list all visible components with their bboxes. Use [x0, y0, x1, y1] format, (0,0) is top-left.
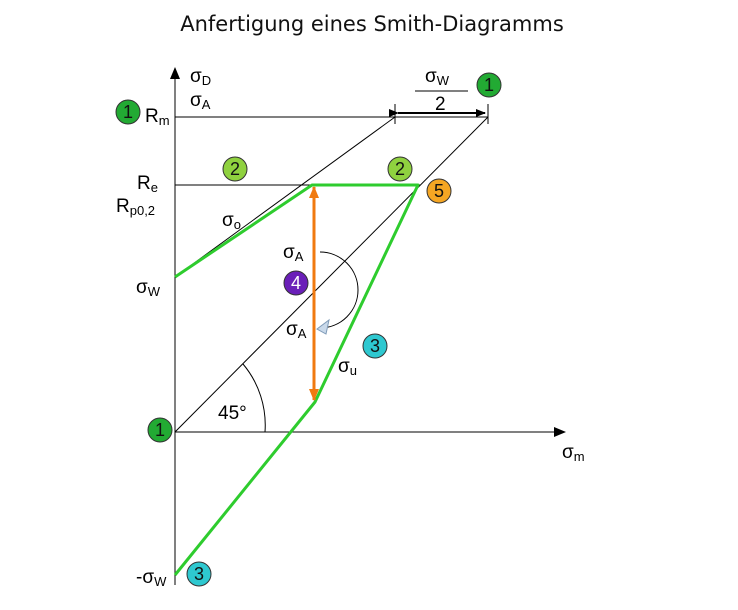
- x-axis-label: σm: [562, 442, 585, 464]
- bisector-45-line: [174, 116, 489, 433]
- angle-label: 45°: [218, 403, 247, 424]
- sigma-o-label: σo: [222, 210, 241, 232]
- marker-2-right: 2: [387, 156, 413, 182]
- marker-1-top: 1: [476, 72, 502, 98]
- svg-text:5: 5: [434, 181, 444, 201]
- marker-1-rm: 1: [115, 99, 141, 125]
- svg-text:1: 1: [123, 102, 133, 122]
- fraction-numerator: σW: [425, 66, 450, 88]
- rp02-label: Rp0,2: [116, 196, 155, 218]
- marker-4: 4: [283, 270, 309, 296]
- svg-text:1: 1: [155, 420, 165, 440]
- marker-1-origin: 1: [147, 417, 173, 443]
- rm-label: Rm: [145, 106, 170, 128]
- svg-text:3: 3: [370, 336, 380, 356]
- sigma-a-upper-label: σA: [283, 242, 304, 264]
- marker-3-right: 3: [362, 333, 388, 359]
- marker-3-bottom: 3: [186, 561, 212, 587]
- svg-text:4: 4: [291, 273, 301, 293]
- re-label: Re: [137, 173, 158, 195]
- fraction-denominator: 2: [435, 94, 446, 115]
- limit-curve: [173, 183, 420, 576]
- neg-sigma-w-label: -σW: [136, 567, 167, 589]
- rotation-arrow-icon: [316, 318, 330, 335]
- diagram-title: Anfertigung eines Smith-Diagramms: [180, 12, 564, 36]
- svg-text:1: 1: [484, 75, 494, 95]
- svg-text:3: 3: [194, 564, 204, 584]
- sigma-a-lower-label: σA: [286, 319, 307, 341]
- rotation-arc: [319, 251, 359, 329]
- svg-text:2: 2: [230, 159, 240, 179]
- upper-reference-line: [174, 116, 396, 278]
- y-axis-label-top: σD: [190, 66, 211, 88]
- y-axis-label-bottom: σA: [190, 90, 211, 112]
- marker-5: 5: [426, 178, 452, 204]
- angle-arc: [242, 363, 266, 433]
- marker-2-left: 2: [222, 156, 248, 182]
- sigma-w-label: σW: [136, 277, 161, 299]
- svg-text:2: 2: [395, 159, 405, 179]
- sigma-u-label: σu: [338, 356, 357, 378]
